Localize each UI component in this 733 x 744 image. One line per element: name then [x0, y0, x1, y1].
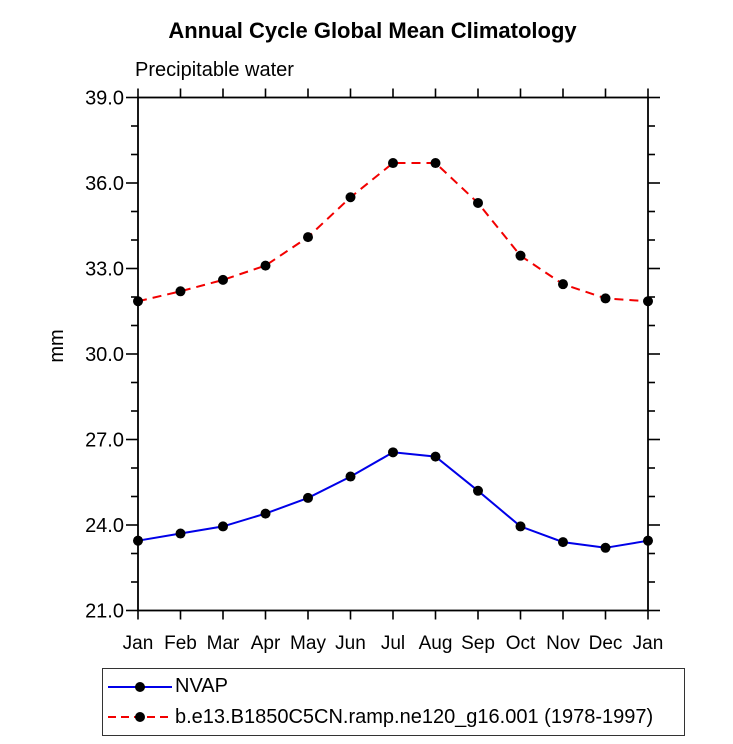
y-tick-label: 36.0 [85, 173, 124, 195]
y-tick-label: 33.0 [85, 259, 124, 281]
data-point [643, 296, 653, 307]
data-point [345, 192, 356, 203]
series-line-model [137, 162, 649, 303]
legend-dashed-line-marker-icon [108, 712, 172, 723]
x-tick-label: Feb [164, 633, 197, 654]
data-point [303, 492, 313, 503]
x-tick-label: Jun [335, 633, 366, 654]
data-point [558, 537, 568, 548]
data-point [515, 250, 526, 261]
legend-label: NVAP [175, 675, 228, 698]
y-tick-label: 21.0 [85, 601, 124, 623]
data-point [303, 232, 313, 243]
x-tick-label: Mar [207, 633, 240, 654]
legend-item-model: b.e13.B1850C5CN.ramp.ne120_g16.001 (1978… [103, 704, 684, 730]
y-tick-label: 39.0 [85, 88, 124, 110]
data-point [558, 279, 568, 290]
x-tick-label: Dec [589, 633, 623, 654]
data-point [133, 535, 143, 546]
data-point [175, 286, 186, 297]
data-point [600, 542, 611, 553]
legend: NVAP b.e13.B1850C5CN.ramp.ne120_g16.001 … [102, 668, 685, 736]
chart-title: Annual Cycle Global Mean Climatology [168, 18, 577, 43]
plot-box [137, 96, 649, 612]
chart-subtitle: Precipitable water [135, 59, 294, 81]
x-tick-label: Jan [123, 633, 154, 654]
x-tick-label: Jan [633, 633, 664, 654]
data-point [430, 451, 441, 462]
data-point [260, 260, 271, 271]
data-point [430, 158, 441, 169]
x-tick-label: Apr [251, 633, 281, 654]
data-point [600, 293, 611, 304]
data-point [643, 535, 653, 546]
legend-label: b.e13.B1850C5CN.ramp.ne120_g16.001 (1978… [175, 705, 654, 728]
data-point [515, 521, 526, 532]
x-tick-label: Aug [419, 633, 453, 654]
legend-item-nvap: NVAP [103, 674, 684, 700]
data-point [388, 158, 398, 169]
data-point [218, 274, 228, 285]
x-tick-label: Nov [546, 633, 580, 654]
data-point [260, 508, 271, 519]
data-point [473, 485, 483, 496]
data-point [388, 447, 398, 458]
data-point [473, 197, 483, 208]
legend-solid-line-marker-icon [108, 681, 172, 692]
x-tick-label: May [290, 633, 326, 654]
data-point [133, 296, 143, 307]
y-tick-label: 27.0 [85, 430, 124, 452]
data-point [175, 528, 186, 539]
y-tick-label: 30.0 [85, 344, 124, 366]
x-tick-label: Oct [506, 633, 536, 654]
x-tick-label: Jul [381, 633, 405, 654]
y-tick-label: 24.0 [85, 515, 124, 537]
data-point [345, 471, 356, 482]
data-point [218, 521, 228, 532]
x-tick-label: Sep [461, 633, 495, 654]
series-line-nvap [137, 451, 649, 549]
